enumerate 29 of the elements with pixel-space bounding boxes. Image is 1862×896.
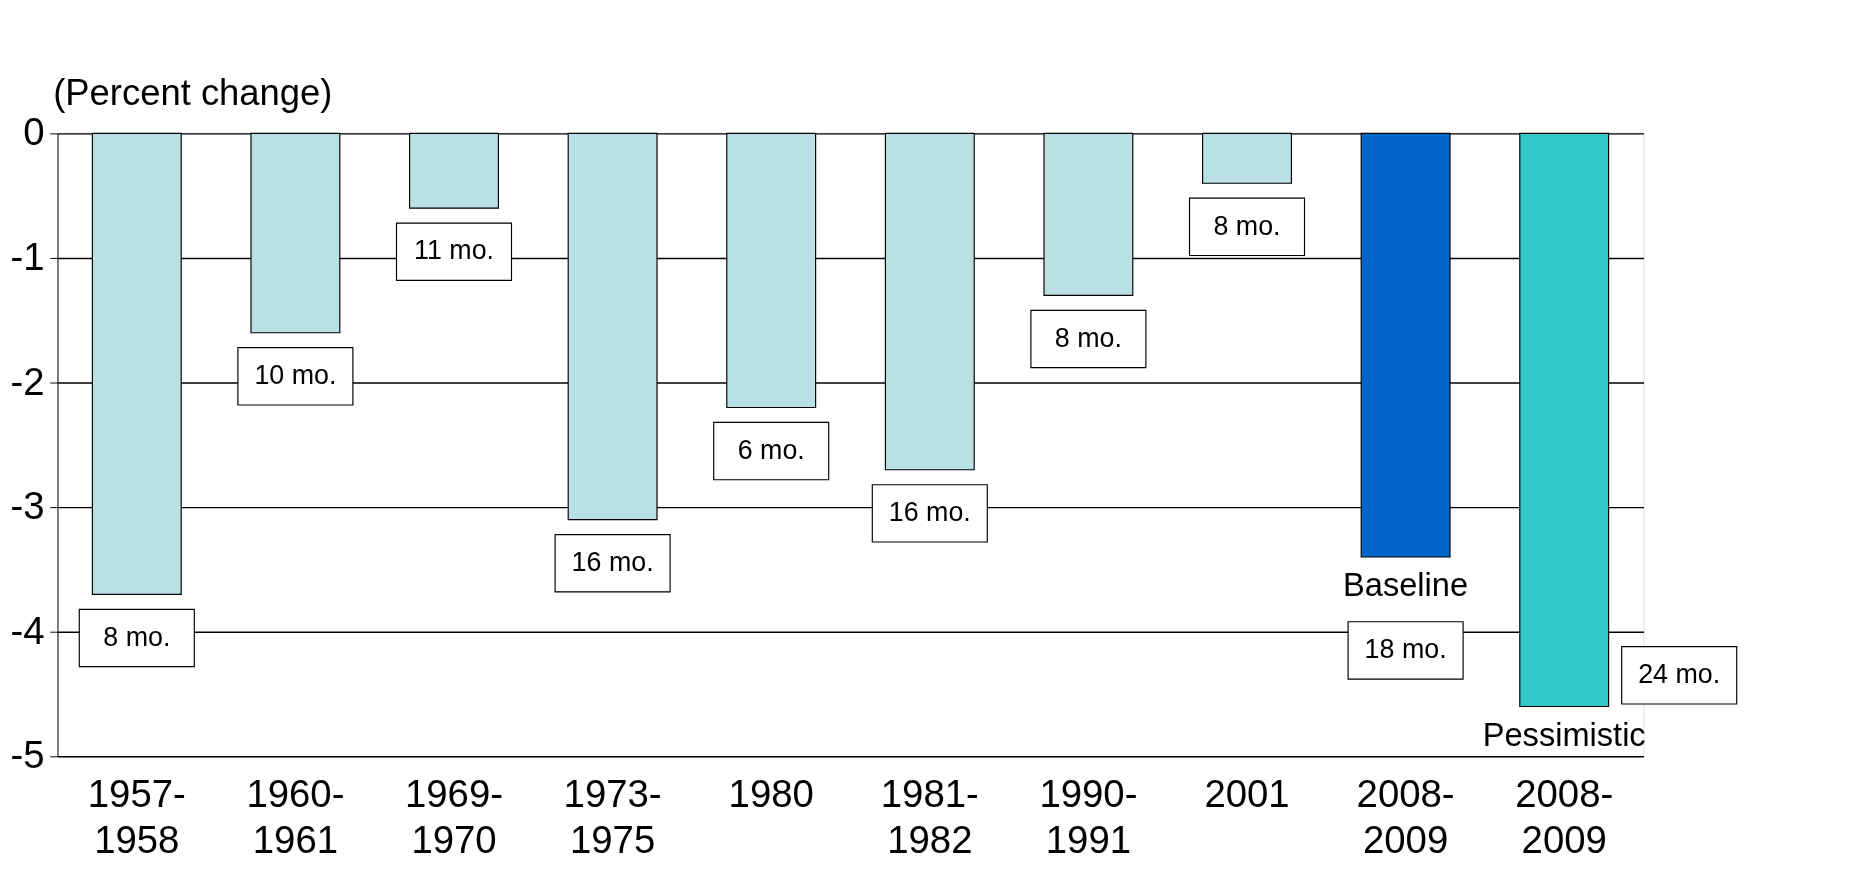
y-tick-label: -1: [10, 234, 45, 278]
y-tick-label: 0: [23, 110, 45, 154]
annotation: 8 mo.: [1054, 322, 1122, 353]
annotation: 16 mo.: [571, 546, 654, 577]
annotation: 6 mo.: [737, 434, 805, 465]
x-tick-label: 1980: [728, 771, 814, 815]
annotation: 18 mo.: [1364, 634, 1447, 665]
annotation: 11 mo.: [413, 235, 495, 266]
x-tick-label: 1969-1970: [404, 771, 504, 861]
x-tick-label: 2008-2009: [1356, 771, 1455, 861]
x-tick-label: 1960-1961: [246, 771, 345, 861]
x-tick-label: 1957-1958: [87, 771, 186, 861]
y-tick-label: -2: [10, 359, 45, 403]
y-tick-label: -4: [10, 608, 45, 652]
x-tick-label: 1990-1991: [1039, 771, 1138, 861]
x-tick-label: 1981-1982: [880, 771, 979, 861]
y-tick-label: -3: [10, 484, 45, 528]
annotation: 8 mo.: [103, 621, 171, 652]
series-label: Baseline: [1343, 567, 1469, 604]
x-tick-label: 1973-1975: [563, 771, 662, 861]
x-tick-label: 2001: [1204, 771, 1290, 815]
x-tick-label: 2008-2009: [1515, 771, 1614, 861]
annotation: 10 mo.: [254, 360, 337, 390]
annotation: 24 mo.: [1638, 658, 1721, 689]
y-tick-label: -5: [10, 733, 45, 777]
series-label: Pessimistic: [1482, 716, 1646, 753]
annotation: 8 mo.: [1213, 210, 1281, 241]
y-axis-title: (Percent change): [53, 72, 333, 114]
annotation: 16 mo.: [888, 497, 971, 528]
